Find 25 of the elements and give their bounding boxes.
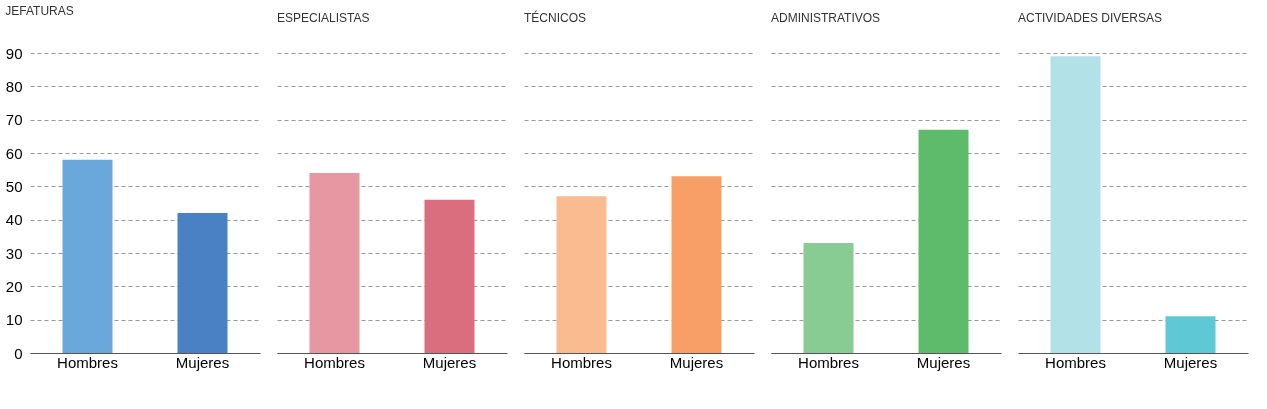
y-tick-label: 90 xyxy=(5,44,23,62)
y-tick-label: 80 xyxy=(5,77,23,95)
chart-title: TÉCNICOS xyxy=(524,10,587,25)
x-tick-label: Mujeres xyxy=(669,353,724,371)
x-tick-label: Hombres xyxy=(798,353,859,371)
y-tick-label: 30 xyxy=(5,244,23,262)
x-tick-label: Hombres xyxy=(551,353,612,371)
y-tick-label: 50 xyxy=(5,177,23,195)
chart-title: JEFATURAS xyxy=(5,4,74,18)
x-tick-label: Mujeres xyxy=(422,353,477,371)
chart-title: ACTIVIDADES DIVERSAS xyxy=(1018,11,1163,25)
chart-title: ADMINISTRATIVOS xyxy=(771,11,881,25)
x-tick-label: Hombres xyxy=(1045,353,1106,371)
chart-title: ESPECIALISTAS xyxy=(277,11,370,25)
y-tick-label: 70 xyxy=(5,111,23,129)
y-tick-label: 0 xyxy=(14,344,23,362)
x-tick-label: Mujeres xyxy=(1163,353,1218,371)
y-tick-label: 10 xyxy=(5,311,23,329)
y-tick-label: 40 xyxy=(5,211,23,229)
y-tick-label: 20 xyxy=(5,277,23,295)
x-tick-label: Mujeres xyxy=(916,353,971,371)
x-tick-label: Hombres xyxy=(57,353,118,371)
x-tick-label: Hombres xyxy=(304,353,365,371)
x-tick-label: Mujeres xyxy=(175,353,230,371)
y-tick-label: 60 xyxy=(5,144,23,162)
